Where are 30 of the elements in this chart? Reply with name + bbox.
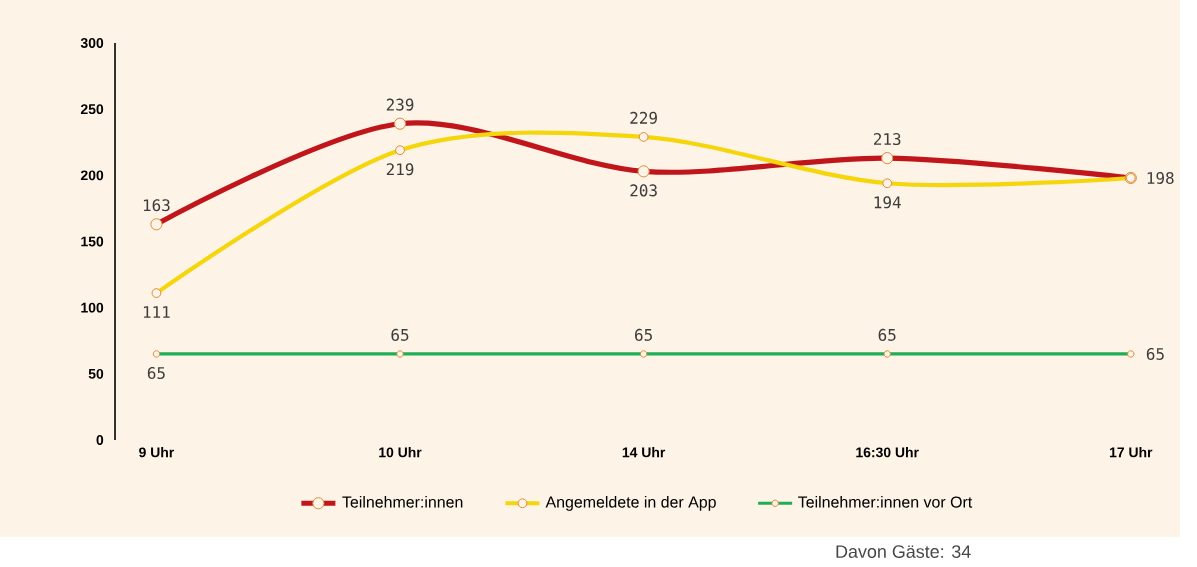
x-tick-label: 14 Uhr: [622, 447, 666, 458]
data-label: 65: [878, 328, 896, 341]
y-tick-label: 100: [81, 302, 104, 313]
y-tick-label: 200: [80, 170, 104, 181]
x-tick-label: 17 Uhr: [1109, 447, 1153, 458]
data-label: 111: [143, 306, 170, 318]
x-tick-label: 10 Uhr: [379, 447, 422, 458]
data-label: 65: [391, 328, 409, 341]
data-label: 219: [386, 163, 414, 176]
data-label: 203: [630, 184, 657, 197]
legend-label: Teilnehmer:innen vor Ort: [798, 495, 973, 508]
legend-label: Teilnehmer:innen: [342, 495, 463, 508]
y-tick-label: 250: [80, 104, 104, 115]
data-label: 194: [874, 196, 901, 209]
legend-label: Angemeldete in der App: [545, 495, 716, 511]
data-label: 65: [635, 328, 652, 341]
y-tick-label: 50: [88, 368, 104, 379]
x-tick-label: 16:30 Uhr: [856, 447, 919, 458]
data-label: 163: [143, 199, 170, 212]
y-tick-label: 150: [81, 236, 104, 247]
data-label: 229: [630, 111, 657, 124]
data-label: 239: [386, 98, 414, 111]
data-label: 198: [1147, 171, 1174, 184]
data-label: 213: [874, 133, 901, 146]
y-tick-label: 0: [96, 435, 104, 445]
data-label: 65: [147, 366, 165, 380]
x-tick-label: 9 Uhr: [139, 447, 175, 458]
data-label: 65: [1146, 347, 1164, 360]
y-tick-label: 300: [80, 38, 104, 48]
text: Davon Gäste: 34: [836, 545, 971, 558]
